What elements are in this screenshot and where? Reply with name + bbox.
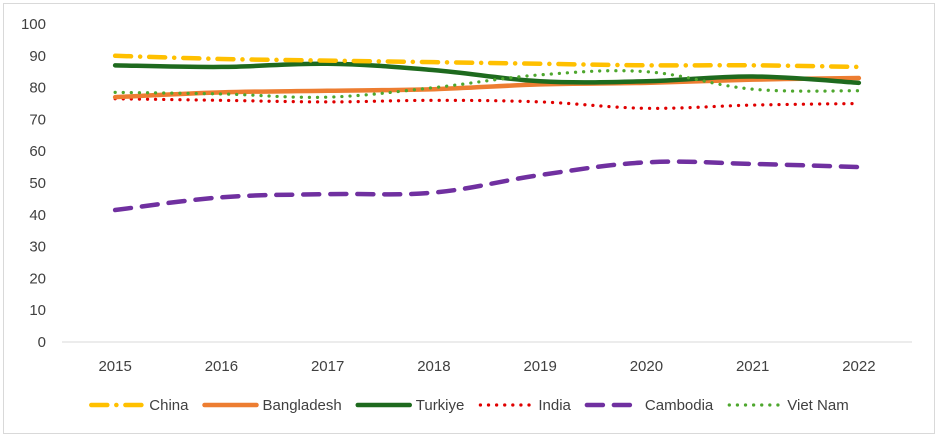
series-line-india — [113, 97, 861, 110]
legend-label: Viet Nam — [787, 397, 848, 414]
y-tick-label: 40 — [29, 207, 46, 224]
y-tick-label: 90 — [29, 48, 46, 65]
legend-label: Turkiye — [416, 397, 465, 414]
legend-label: Cambodia — [645, 397, 714, 414]
series-lines — [112, 53, 862, 213]
y-tick-label: 0 — [38, 334, 46, 351]
x-tick-label: 2020 — [630, 358, 663, 375]
legend-item: Bangladesh — [202, 397, 342, 414]
x-axis-ticks: 2015 2016 2017 2018 2019 2020 2021 2022 — [98, 358, 875, 375]
legend-label: India — [538, 397, 571, 414]
y-tick-label: 20 — [29, 270, 46, 287]
x-tick-label: 2017 — [311, 358, 344, 375]
legend-item: China — [89, 397, 189, 414]
y-tick-label: 60 — [29, 143, 46, 160]
series-line-china — [112, 53, 862, 70]
legend-item: Turkiye — [355, 397, 465, 414]
y-axis-ticks: 0 10 20 30 40 50 60 70 80 90 100 — [21, 16, 46, 351]
x-tick-label: 2018 — [417, 358, 450, 375]
x-tick-label: 2021 — [736, 358, 769, 375]
series-line-bangladesh — [112, 75, 862, 100]
x-tick-label: 2019 — [523, 358, 556, 375]
y-tick-label: 50 — [29, 175, 46, 192]
y-tick-label: 70 — [29, 111, 46, 128]
legend-label: China — [149, 397, 189, 414]
legend: China Bangladesh Turkiye India Cambodia Viet … — [89, 397, 849, 414]
legend-label: Bangladesh — [263, 397, 342, 414]
y-tick-label: 80 — [29, 80, 46, 97]
x-tick-label: 2022 — [842, 358, 875, 375]
y-tick-label: 30 — [29, 239, 46, 256]
legend-item: India — [478, 397, 572, 414]
x-tick-label: 2015 — [98, 358, 131, 375]
series-line-viet-nam — [113, 69, 861, 99]
x-tick-label: 2016 — [205, 358, 238, 375]
legend-item: Viet Nam — [727, 397, 849, 414]
y-tick-label: 10 — [29, 302, 46, 319]
legend-item: Cambodia — [584, 397, 714, 414]
series-line-cambodia — [112, 159, 862, 213]
series-line-turkiye — [112, 61, 862, 86]
y-tick-label: 100 — [21, 16, 46, 33]
